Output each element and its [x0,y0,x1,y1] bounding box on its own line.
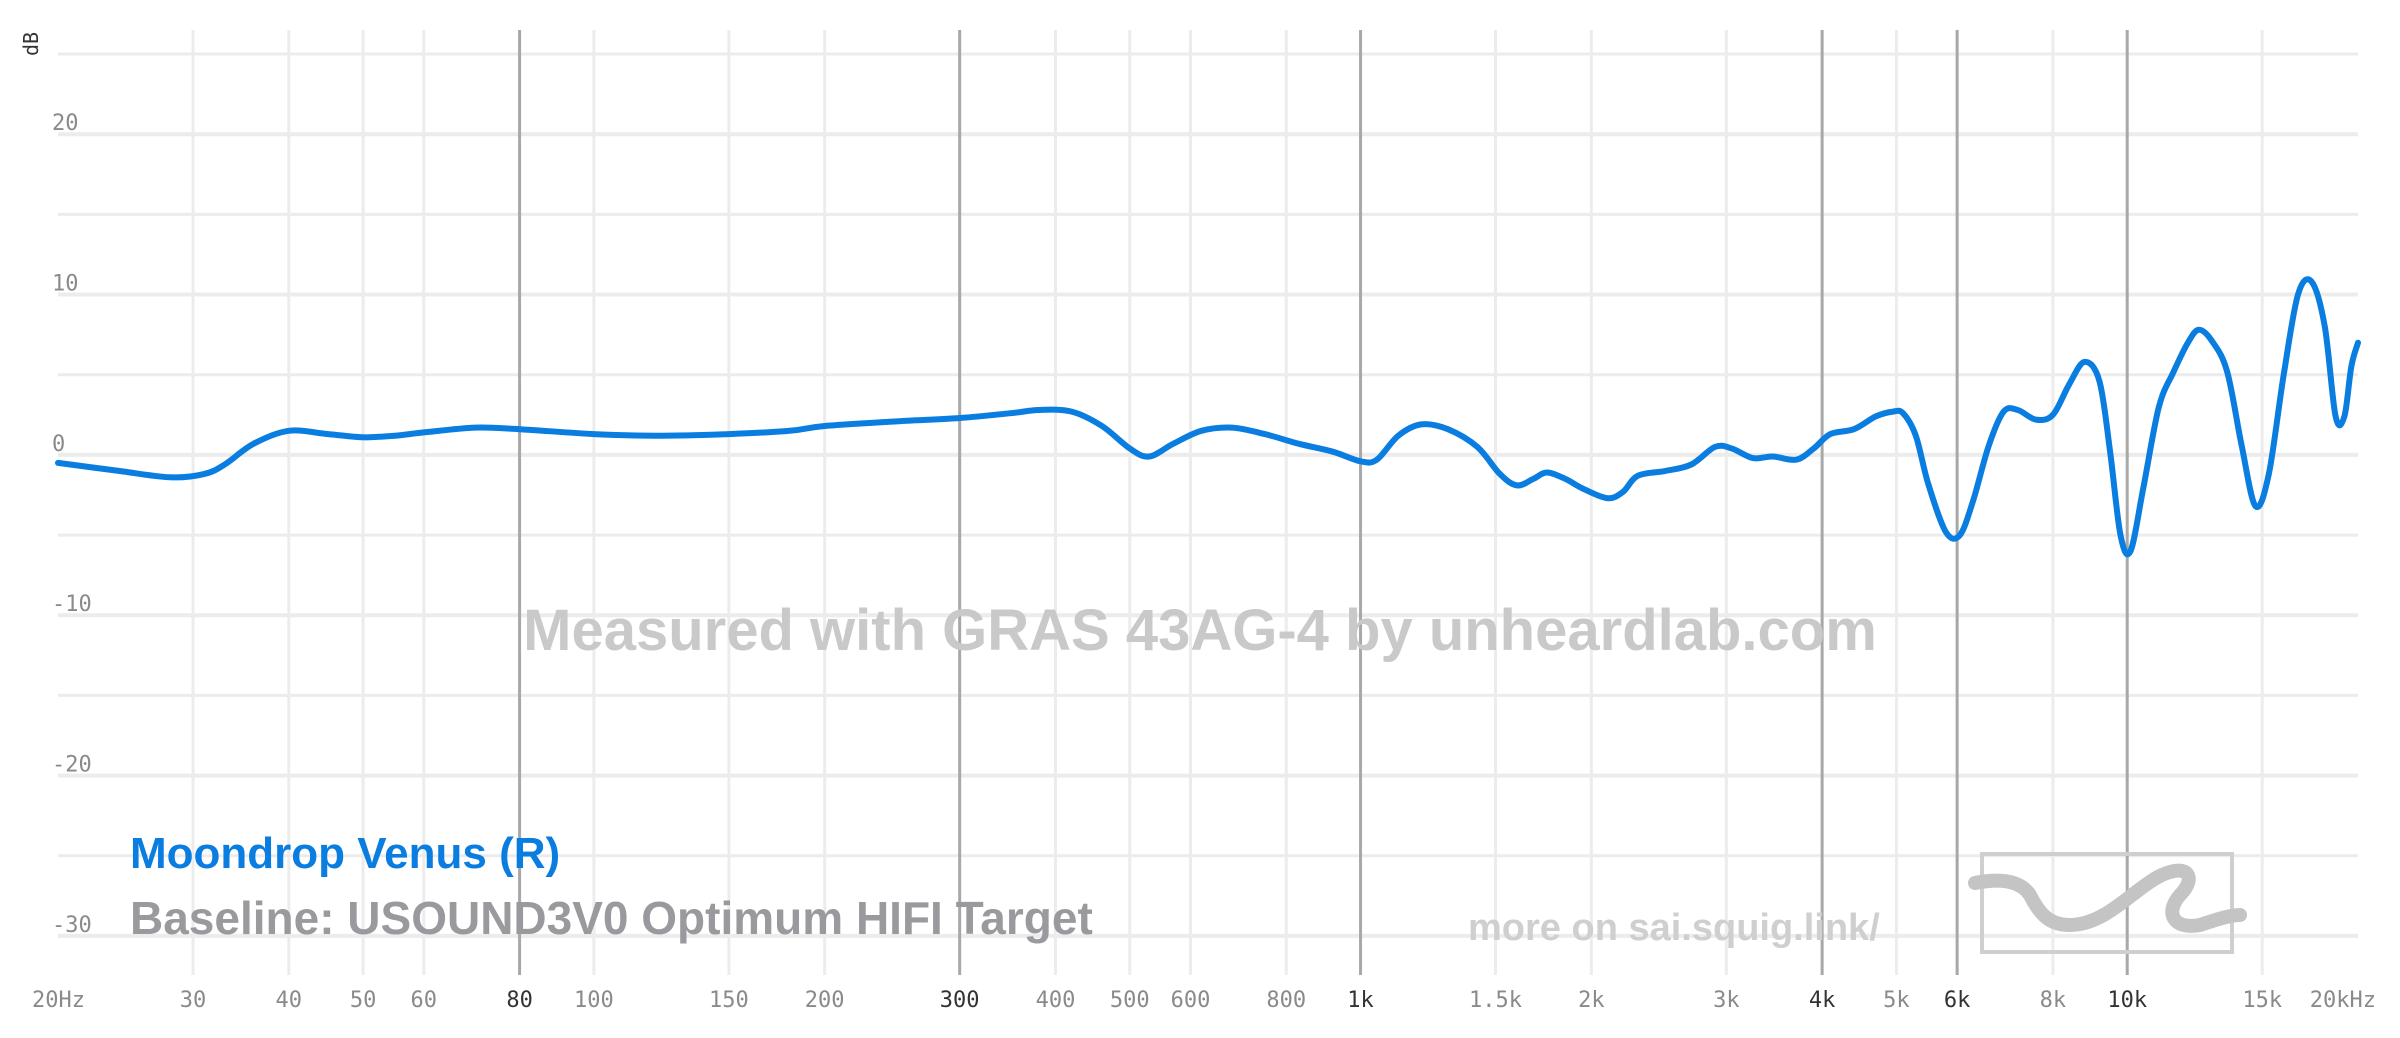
x-tick-label: 40 [276,988,303,1013]
x-tick-label: 50 [350,988,377,1013]
x-tick-label: 8k [2040,988,2067,1013]
x-tick-label: 1.5k [1469,988,1522,1013]
y-tick-label: 10 [52,272,79,297]
grid [58,30,2358,975]
x-tick-label: 600 [1171,988,1211,1013]
series-line[interactable] [55,276,2361,558]
x-tick-label: 5k [1883,988,1910,1013]
x-tick-label: 500 [1110,988,1150,1013]
x-tick-label: 300 [940,988,980,1013]
x-tick-label: 200 [805,988,845,1013]
x-tick-label: 800 [1266,988,1306,1013]
legend-series-label[interactable]: Moondrop Venus (R) [130,829,560,878]
y-tick-label: 0 [52,432,65,457]
y-axis-ticks: 20 10 0 -10 -20 -30 [52,111,92,938]
squig-logo-icon[interactable] [1968,852,2247,954]
y-axis-unit-label: dB [19,32,43,56]
x-tick-label: 2k [1578,988,1605,1013]
watermark-text: Measured with GRAS 43AG-4 by unheardlab.… [523,598,1877,663]
x-tick-label: 1k [1347,988,1374,1013]
y-tick-label: -30 [52,913,92,938]
x-tick-label: 20kHz [2310,988,2376,1013]
y-tick-label: 20 [52,111,79,136]
x-tick-label: 6k [1944,988,1971,1013]
x-axis-ticks: 20Hz 30 40 50 60 80 100 150 200 300 400 500 600 800 1k… [32,988,2376,1013]
x-tick-label: 20Hz [32,988,85,1013]
x-tick-label: 60 [411,988,438,1013]
x-tick-label: 15k [2242,988,2282,1013]
series-lines [55,276,2361,558]
more-link[interactable]: more on sai.squig.link/ [1468,907,1880,949]
x-tick-label: 400 [1036,988,1076,1013]
y-tick-label: -10 [52,592,92,617]
x-tick-label: 150 [709,988,749,1013]
x-tick-label: 4k [1809,988,1836,1013]
x-tick-label: 30 [180,988,207,1013]
y-tick-label: -20 [52,753,92,778]
x-tick-label: 10k [2107,988,2147,1013]
legend-baseline-label[interactable]: Baseline: USOUND3V0 Optimum HIFI Target [130,892,1093,944]
x-tick-label: 80 [506,988,533,1013]
x-tick-label: 100 [574,988,614,1013]
x-tick-label: 3k [1713,988,1740,1013]
